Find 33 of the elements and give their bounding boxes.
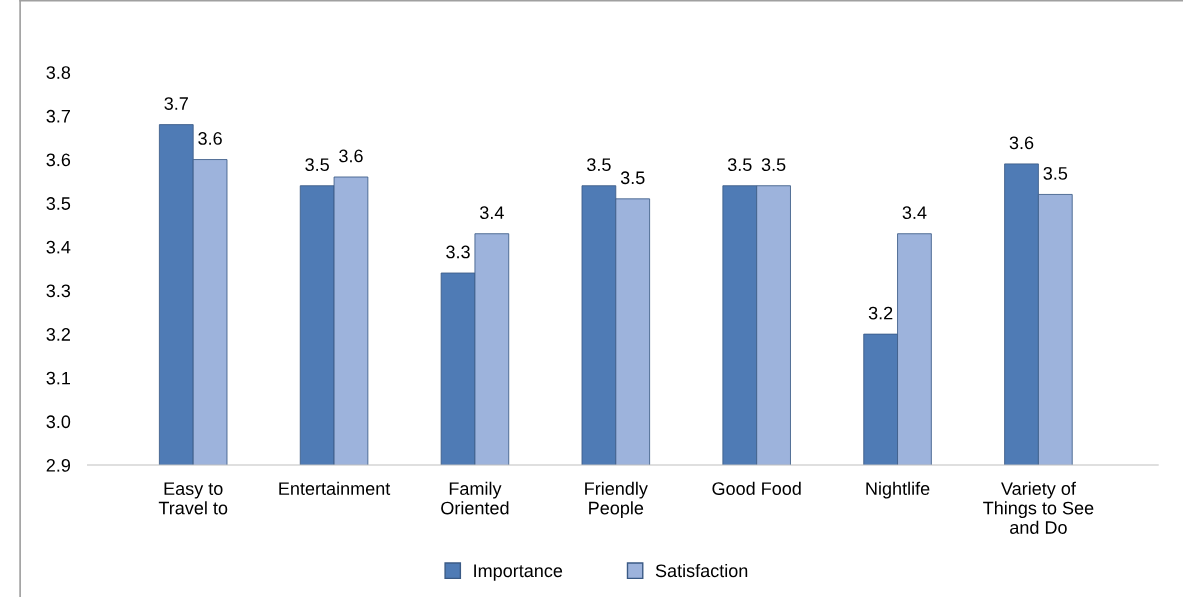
legend-label: Satisfaction <box>655 563 748 578</box>
x-tick-label: Family Oriented <box>441 481 509 515</box>
data-label: 3.5 <box>727 158 752 172</box>
y-tick-label: 3.4 <box>46 240 71 254</box>
y-tick-label: 3.3 <box>46 284 71 298</box>
data-label: 3.5 <box>620 171 645 185</box>
x-tick-label: Easy to Travel to <box>158 482 228 515</box>
x-tick-label: Friendly People <box>585 481 648 519</box>
data-label: 3.4 <box>479 206 504 220</box>
y-tick-label: 2.9 <box>46 459 71 472</box>
data-label: 3.7 <box>164 97 188 110</box>
data-label: 3.5 <box>587 158 611 172</box>
data-label: 3.6 <box>339 149 363 163</box>
x-tick-label: Variety of Things to See and Do <box>983 481 1094 534</box>
y-tick-label: 3.8 <box>46 66 71 79</box>
x-tick-label: Good Food <box>712 481 801 495</box>
y-tick-label: 3.5 <box>46 197 71 210</box>
data-label: 3.5 <box>1043 166 1068 180</box>
data-label: 3.5 <box>761 158 786 172</box>
x-tick-label: Entertainment <box>279 481 391 495</box>
y-tick-label: 3.2 <box>46 328 70 341</box>
y-tick-label: 3.7 <box>46 109 70 123</box>
data-label: 3.2 <box>868 306 893 320</box>
x-tick-label: Nightlife <box>866 481 930 499</box>
y-tick-label: 3.1 <box>46 371 70 385</box>
data-label: 3.5 <box>305 158 329 172</box>
data-label: 3.6 <box>1009 136 1034 150</box>
y-tick-label: 3.6 <box>46 153 71 167</box>
legend-label: Importance <box>474 564 563 581</box>
y-tick-label: 3.0 <box>46 415 71 429</box>
data-label: 3.4 <box>902 206 927 220</box>
data-label: 3.3 <box>446 245 470 259</box>
data-label: 3.6 <box>198 132 222 145</box>
